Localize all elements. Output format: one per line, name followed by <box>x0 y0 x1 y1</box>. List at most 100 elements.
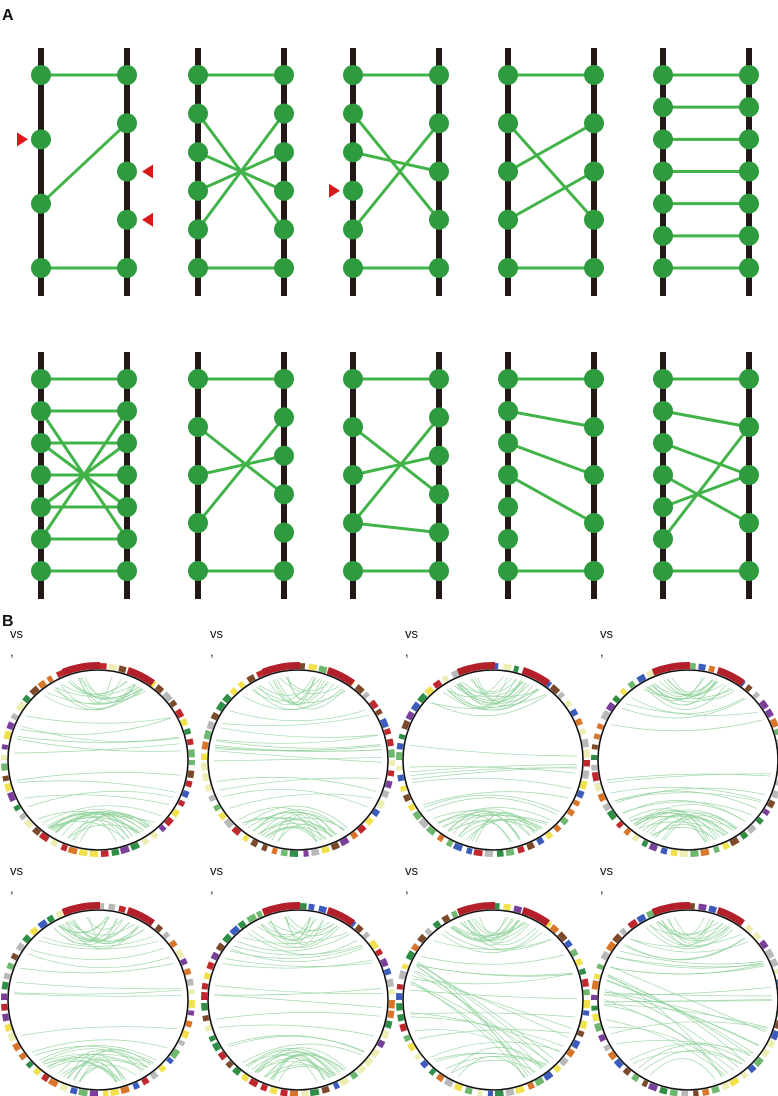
tgt-node <box>117 497 137 517</box>
gene-segment <box>602 802 611 812</box>
ref-node <box>653 193 673 214</box>
section-b-label: B <box>2 613 14 630</box>
synteny-link <box>276 678 345 710</box>
synteny-link <box>242 817 319 842</box>
ref-node <box>498 369 518 389</box>
gene-segment <box>600 709 611 721</box>
ref-node <box>188 142 208 163</box>
ref-node <box>653 65 673 85</box>
gene-segment <box>679 850 688 857</box>
synteny-link <box>23 794 170 805</box>
gene-segment <box>766 1039 776 1049</box>
ref-node <box>498 65 518 85</box>
link-line <box>196 416 286 524</box>
gene-segment <box>578 967 587 976</box>
ref-node <box>31 369 51 389</box>
gene-segment <box>110 1088 120 1096</box>
gene-segment <box>582 1010 590 1016</box>
synteny-link <box>214 988 382 996</box>
gene-segment <box>223 818 234 829</box>
gene-segment <box>78 849 88 857</box>
synteny-link <box>625 703 758 716</box>
circos-title-line-1: vs <box>405 626 419 641</box>
ref-node <box>653 161 673 182</box>
gene-segment <box>405 950 415 961</box>
gene-segment <box>154 924 164 933</box>
synteny-link <box>630 934 741 948</box>
gene-segment <box>201 741 209 750</box>
synteny-link <box>603 999 735 1071</box>
gene-segment <box>645 909 655 919</box>
gene-segment <box>383 727 392 736</box>
gene-segment <box>544 831 554 840</box>
synteny-link <box>247 1049 335 1076</box>
synteny-link <box>646 677 704 702</box>
gene-segment <box>280 1089 288 1096</box>
gene-segment <box>2 1013 10 1022</box>
gene-segment <box>596 963 604 970</box>
gene-segment <box>376 799 386 809</box>
gene-segment <box>517 845 526 854</box>
synteny-link <box>38 940 159 950</box>
gene-segment <box>571 1039 581 1050</box>
ref-node <box>343 417 363 437</box>
gene-segment <box>739 831 749 840</box>
gene-segment <box>386 738 394 747</box>
gene-segment <box>564 939 573 949</box>
synteny-link <box>216 734 379 744</box>
gene-segment <box>271 847 278 855</box>
synteny-link <box>470 677 512 693</box>
gene-segment <box>453 1083 463 1092</box>
gene-segment <box>515 1085 526 1095</box>
synteny-link <box>242 817 338 835</box>
gene-segment <box>405 710 415 721</box>
panel-6 <box>31 352 137 599</box>
tgt-node <box>117 258 137 278</box>
gene-segment <box>246 913 257 923</box>
ref-node <box>653 497 673 517</box>
gene-segment <box>410 701 421 712</box>
synteny-link <box>674 916 730 942</box>
synteny-link <box>32 1039 168 1053</box>
synteny-link <box>606 979 754 1054</box>
gene-segment <box>379 717 389 729</box>
tgt-node <box>117 65 137 85</box>
gene-segment <box>401 719 411 730</box>
gene-segment <box>187 770 195 779</box>
tgt-node <box>117 401 137 421</box>
gene-segment <box>111 848 120 856</box>
gene-segment <box>7 791 17 803</box>
ref-node <box>188 513 208 533</box>
gene-segment <box>765 948 775 959</box>
synteny-link <box>477 677 516 701</box>
gene-segment <box>396 751 403 760</box>
synteny-link <box>421 954 565 965</box>
gene-segment <box>396 1003 403 1011</box>
synteny-link <box>61 923 145 944</box>
ref-node <box>498 258 518 278</box>
gene-segment <box>424 927 433 936</box>
tgt-node <box>429 258 449 278</box>
gene-segment <box>708 905 718 914</box>
synteny-link <box>242 1043 362 1064</box>
tgt-node <box>739 129 759 150</box>
synteny-link <box>610 965 765 975</box>
gene-segment <box>242 834 250 843</box>
gene-segment <box>370 1048 381 1059</box>
ref-node <box>653 433 673 453</box>
gene-segment <box>698 903 707 911</box>
gene-segment <box>356 824 367 834</box>
synteny-link <box>284 916 312 938</box>
gene-segment <box>203 729 212 740</box>
gene-segment <box>141 1077 150 1086</box>
ref-node <box>188 219 208 240</box>
gene-segment <box>593 733 601 740</box>
synteny-link <box>253 683 334 710</box>
synteny-link <box>57 1049 149 1075</box>
gene-segment <box>301 1090 309 1096</box>
gene-segment <box>759 939 769 950</box>
gene-segment <box>513 665 520 673</box>
gene-segment <box>37 679 47 689</box>
gene-segment <box>32 1067 42 1076</box>
synteny-link <box>73 1050 143 1081</box>
